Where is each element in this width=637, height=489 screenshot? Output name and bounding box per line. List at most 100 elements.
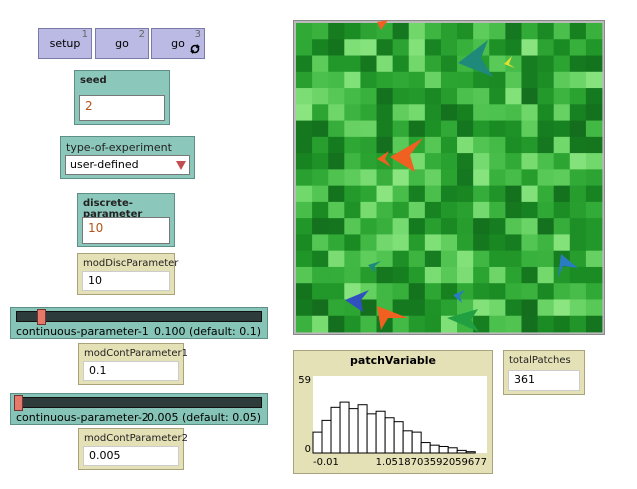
patch: [312, 218, 329, 235]
button-key: 3: [194, 29, 201, 40]
patch: [553, 234, 571, 252]
bar: [411, 431, 422, 454]
patch: [440, 120, 458, 138]
patch: [569, 153, 587, 170]
patch: [457, 169, 474, 187]
turtle: [453, 290, 465, 303]
patch: [473, 266, 490, 284]
patch: [569, 218, 587, 235]
slider-handle[interactable]: [14, 395, 23, 411]
patch: [328, 250, 345, 268]
patch: [537, 120, 555, 138]
patch: [408, 55, 426, 73]
go-forever-button[interactable]: go 3: [151, 28, 205, 59]
patch: [344, 218, 361, 235]
chooser-field[interactable]: user-defined: [65, 155, 190, 175]
patch: [424, 201, 442, 219]
patch: [392, 315, 410, 333]
y-tick-label: 0: [305, 444, 311, 455]
patch: [440, 266, 458, 284]
patch: [521, 23, 538, 40]
slider-handle[interactable]: [37, 309, 46, 325]
patch: [392, 299, 410, 317]
bar: [465, 451, 476, 454]
patch: [392, 71, 410, 89]
patch: [296, 283, 313, 300]
patch: [457, 185, 474, 203]
bar: [330, 406, 341, 454]
discrete-input: discrete-parameter 10: [77, 193, 175, 247]
patch: [553, 153, 571, 170]
patch: [376, 120, 394, 138]
patch: [521, 234, 538, 252]
patch: [296, 299, 313, 317]
patch: [489, 153, 506, 170]
patch: [312, 234, 329, 252]
patch: [537, 201, 555, 219]
patch: [473, 71, 490, 89]
patch: [489, 39, 506, 56]
monitor: modContParameter2 0.005: [78, 428, 188, 470]
patch: [408, 283, 426, 300]
bar: [357, 404, 368, 454]
patch: [424, 266, 442, 284]
patch: [473, 153, 490, 170]
go-button[interactable]: go 2: [95, 28, 149, 59]
patch: [521, 104, 538, 121]
patch: [344, 250, 361, 268]
patch: [569, 71, 587, 89]
turtle: [377, 20, 388, 30]
input-field[interactable]: 10: [82, 217, 170, 244]
patch: [553, 71, 571, 89]
patch: [392, 250, 410, 268]
patch: [424, 55, 442, 73]
patch: [360, 23, 377, 40]
patch: [569, 104, 587, 121]
patch: [553, 39, 571, 56]
dropdown-arrow: [176, 161, 186, 170]
monitor: totalPatches 361: [503, 350, 585, 395]
bar: [429, 444, 440, 454]
turtle: [447, 309, 479, 332]
patch: [360, 201, 377, 219]
patch: [521, 71, 538, 89]
patch: [296, 104, 313, 121]
seed-input: seed 2: [74, 70, 170, 125]
turtles: [345, 20, 578, 332]
monitor-label: modContParameter1: [84, 348, 188, 359]
patch: [569, 23, 587, 40]
patch: [457, 39, 474, 56]
monitor: modDiscParameter 10: [77, 253, 178, 295]
patch: [585, 104, 603, 121]
patch: [473, 218, 490, 235]
patch: [360, 153, 377, 170]
forever-icon: [190, 44, 200, 54]
patch: [392, 185, 410, 203]
input-field[interactable]: 2: [79, 95, 165, 121]
patch: [537, 104, 555, 121]
button-label: go: [115, 37, 129, 50]
patch: [312, 120, 329, 138]
patch: [440, 104, 458, 121]
patch: [505, 136, 522, 154]
monitor-label: modContParameter2: [84, 433, 188, 444]
setup-button[interactable]: setup 1: [38, 28, 92, 59]
patch: [392, 23, 410, 40]
turtle: [558, 254, 578, 278]
patch: [585, 120, 603, 138]
patch: [473, 250, 490, 268]
patch: [296, 201, 313, 219]
patch: [296, 39, 313, 56]
patch: [440, 23, 458, 40]
patch: [312, 185, 329, 203]
patch: [457, 23, 474, 40]
button-label: setup: [49, 37, 81, 50]
patch: [569, 39, 587, 56]
patch: [408, 104, 426, 121]
patch: [553, 88, 571, 105]
patch: [344, 120, 361, 138]
patch: [585, 55, 603, 73]
patch: [360, 234, 377, 252]
patch: [360, 71, 377, 89]
histogram: patchVariable 0 59 -0.01 1.0518703592059677: [298, 354, 488, 468]
